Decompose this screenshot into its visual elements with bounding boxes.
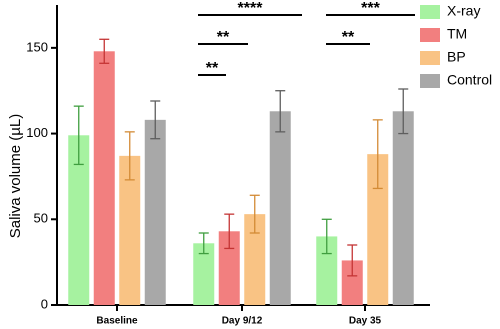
significance-label: ***	[361, 0, 380, 17]
bar	[269, 111, 291, 306]
significance-label: ****	[238, 0, 264, 17]
significance-label: **	[217, 29, 230, 46]
y-tick-label: 100	[26, 125, 48, 140]
legend-label: Control	[447, 72, 492, 88]
y-tick-label: 50	[34, 211, 48, 226]
bar	[93, 51, 115, 306]
x-tick-label: Baseline	[96, 316, 138, 327]
y-axis-label: Saliva volume (µL)	[7, 114, 24, 239]
legend-swatch	[420, 51, 440, 65]
bar	[367, 154, 389, 305]
bar	[68, 135, 90, 305]
legend-swatch	[420, 74, 440, 88]
y-tick-label: 150	[26, 39, 48, 54]
bar	[218, 231, 240, 305]
bar	[144, 119, 166, 305]
legend-swatch	[420, 5, 440, 19]
bar	[244, 214, 266, 305]
y-tick-label: 0	[41, 296, 48, 311]
significance-label: **	[342, 29, 355, 46]
bar	[316, 236, 338, 305]
legend-label: TM	[447, 26, 467, 42]
legend-label: X-ray	[447, 3, 480, 19]
x-tick-label: Day 35	[349, 316, 382, 327]
bar	[193, 243, 215, 305]
bar	[341, 260, 363, 305]
bar	[392, 111, 414, 306]
legend-label: BP	[447, 49, 466, 65]
significance-label: **	[206, 60, 219, 77]
bar	[119, 155, 141, 305]
x-tick-label: Day 9/12	[222, 316, 263, 327]
legend-swatch	[420, 28, 440, 42]
